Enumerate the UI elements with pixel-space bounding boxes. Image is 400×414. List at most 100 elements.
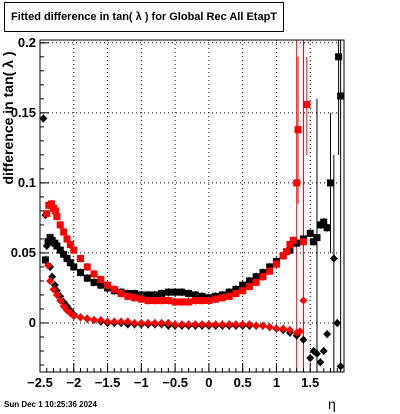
data-point-square — [310, 238, 318, 246]
data-point-square — [90, 270, 98, 278]
data-point-diamond — [252, 321, 261, 330]
data-point-square — [83, 274, 91, 282]
data-point-square — [245, 283, 253, 291]
data-point-diamond — [198, 320, 207, 329]
data-point-diamond — [103, 317, 112, 326]
data-point-square — [303, 100, 311, 108]
data-point-square — [306, 229, 314, 237]
data-point-square — [293, 179, 301, 187]
data-point-square — [178, 288, 186, 296]
data-point-diamond — [299, 296, 308, 305]
x-tick-label: −2.5 — [27, 375, 53, 390]
data-point-square — [335, 53, 343, 61]
data-point-square — [144, 297, 152, 305]
data-point-square — [44, 238, 52, 246]
data-point-square — [97, 276, 105, 284]
data-point-square — [245, 277, 253, 285]
data-point-diamond — [184, 320, 193, 329]
data-point-square — [77, 255, 85, 263]
plot-frame — [39, 39, 345, 373]
data-point-diamond — [299, 335, 308, 344]
data-point-square — [232, 290, 240, 298]
data-point-diamond — [225, 320, 234, 329]
data-point-square — [171, 288, 179, 296]
data-point-square — [158, 290, 166, 298]
data-point-square — [191, 291, 199, 299]
data-point-square — [218, 294, 226, 302]
x-tick-label: −2 — [66, 375, 81, 390]
data-point-square — [66, 259, 74, 267]
data-point-square — [252, 278, 260, 286]
data-point-square — [110, 285, 118, 293]
data-point-square — [124, 292, 132, 300]
data-point-square — [131, 294, 139, 302]
data-point-diamond — [191, 320, 200, 329]
data-point-square — [326, 179, 334, 187]
data-point-square — [266, 267, 274, 275]
data-point-square — [286, 241, 294, 249]
data-point-diamond — [329, 254, 338, 263]
data-point-diamond — [90, 316, 99, 325]
data-point-square — [52, 207, 60, 215]
data-point-square — [337, 92, 345, 100]
data-point-diamond — [265, 323, 274, 332]
data-point-square — [225, 288, 233, 296]
data-point-square — [53, 242, 61, 250]
data-point-diamond — [39, 114, 48, 123]
data-point-diamond — [76, 313, 85, 322]
data-point-square — [151, 297, 159, 305]
data-point-square — [60, 228, 68, 236]
data-point-diamond — [316, 358, 325, 367]
data-point-diamond — [218, 320, 227, 329]
data-point-diamond — [319, 346, 328, 355]
data-point-square — [185, 290, 193, 298]
data-point-square — [70, 263, 78, 271]
markers-layer — [39, 52, 345, 371]
data-point-square — [70, 246, 78, 254]
data-point-square — [158, 297, 166, 305]
data-point-diamond — [285, 325, 294, 334]
data-point-square — [299, 238, 307, 246]
x-tick-label: −0.5 — [162, 375, 188, 390]
data-point-diamond — [117, 317, 126, 326]
data-point-diamond — [164, 318, 173, 327]
data-point-diamond — [96, 316, 105, 325]
data-point-square — [47, 200, 55, 208]
data-point-square — [56, 246, 64, 254]
data-point-diamond — [323, 330, 332, 339]
data-point-diamond — [177, 320, 186, 329]
data-point-square — [41, 256, 49, 264]
data-point-diamond — [306, 353, 315, 362]
data-point-square — [63, 255, 71, 263]
data-point-square — [320, 218, 328, 226]
data-point-square — [117, 290, 125, 298]
date-stamp: Sun Dec 1 10:25:36 2024 — [4, 400, 97, 409]
data-point-diamond — [272, 324, 281, 333]
ticks-layer: −2.5 −2 −1.5 −1 −0.5 0 0.5 1 1.5 0 0.05 0.1 0.15 0.2 — [11, 35, 345, 390]
data-point-diamond — [52, 290, 61, 299]
data-point-square — [60, 250, 68, 258]
data-point-diamond — [204, 320, 213, 329]
x-tick-label: 0 — [205, 375, 212, 390]
data-point-square — [90, 278, 98, 286]
data-point-square — [212, 295, 220, 303]
data-point-diamond — [130, 318, 139, 327]
data-point-square — [164, 288, 172, 296]
chart-title: Fitted difference in tan( λ ) for Global… — [10, 11, 278, 23]
data-point-square — [259, 269, 267, 277]
data-point-square — [239, 281, 247, 289]
data-point-diamond — [137, 318, 146, 327]
data-point-diamond — [42, 241, 51, 250]
y-tick-label: 0.15 — [11, 105, 36, 120]
y-tick-label: 0 — [29, 315, 36, 330]
data-point-square — [313, 234, 321, 242]
data-point-diamond — [296, 327, 305, 336]
y-axis-label: difference in tan( λ ) — [0, 51, 16, 185]
data-point-diamond — [49, 285, 58, 294]
data-point-diamond — [59, 302, 68, 311]
data-point-square — [131, 290, 139, 298]
data-point-square — [252, 273, 260, 281]
data-point-diamond — [69, 311, 78, 320]
data-point-square — [225, 292, 233, 300]
y-tick-label: 0.1 — [18, 175, 36, 190]
